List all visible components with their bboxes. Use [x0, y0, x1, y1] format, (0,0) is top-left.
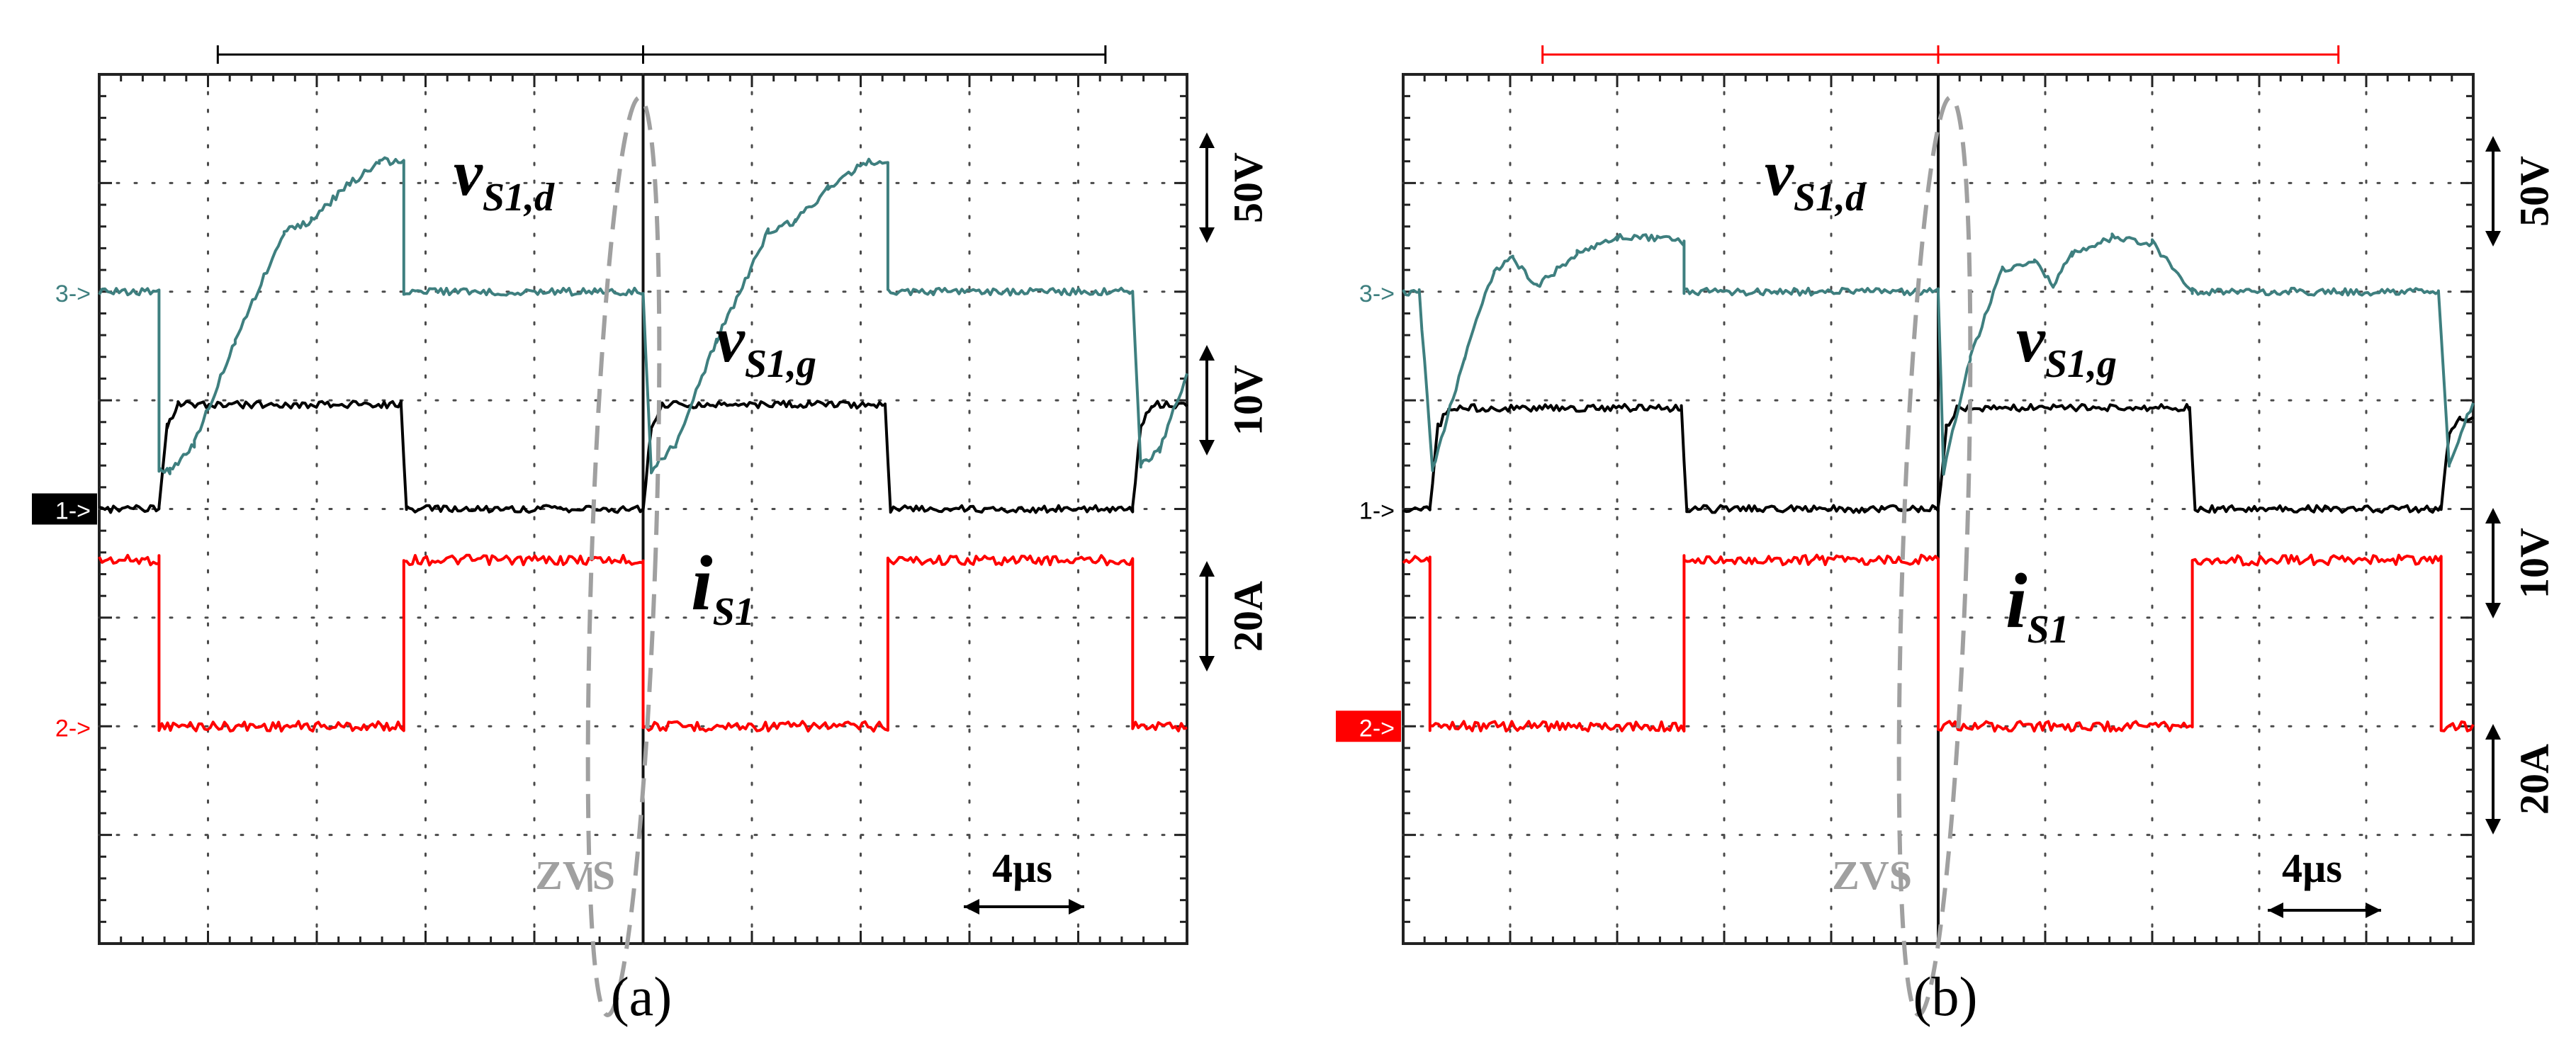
grid [98, 73, 1188, 945]
channel-2-marker: 2-> [1359, 715, 1395, 742]
caption-a: (a) [610, 966, 673, 1027]
waveform-label-1: vS1,d [1765, 137, 1866, 220]
waveform-label-1: vS1,d [454, 137, 555, 220]
channel-3-marker: 3-> [1359, 281, 1395, 307]
channel-2-marker-box [1336, 711, 1401, 742]
trace-channel-1 [99, 400, 1188, 514]
trace-channel-1 [1402, 402, 2475, 514]
channel-2-marker: 2-> [55, 715, 91, 742]
channel-1-marker-box [32, 493, 97, 525]
channel-1-marker: 1-> [1359, 498, 1395, 525]
scale-label-1: 10V [2512, 528, 2558, 599]
zvs-ellipse [1896, 95, 1973, 1017]
zvs-ellipse [585, 95, 662, 1017]
waveform-label-2: vS1,g [2016, 303, 2117, 386]
channel-3-marker: 3-> [55, 281, 91, 307]
time-scale-label: 4µs [992, 845, 1052, 891]
cursor-bracket [216, 45, 1107, 64]
waveform-label-3: iS1 [691, 540, 755, 634]
zvs-label: ZVS [1832, 852, 1912, 898]
panel-b: 2-> 50V 1-> 10V 3-> 20A ZVS vS1,d vS1,g iS1 4µs [1336, 45, 2558, 1017]
caption-b: (b) [1913, 966, 1978, 1027]
waveform-label-3: iS1 [2006, 558, 2069, 652]
time-scale-label: 4µs [2282, 845, 2342, 891]
trace-channel-2 [1402, 553, 2475, 733]
trace-channel-2 [98, 553, 1188, 733]
scale-label-2: 50V [1225, 152, 1271, 223]
channel-1-marker: 1-> [55, 498, 91, 525]
scale-label-3: 20A [2512, 744, 2558, 815]
trace-channel-3 [98, 156, 1188, 475]
zvs-label: ZVS [535, 852, 615, 898]
scale-label-3: 20A [1225, 581, 1271, 652]
edge-ticks [1402, 73, 2475, 945]
cursor-bracket [1541, 45, 2340, 64]
scale-label-2: 50V [2512, 156, 2558, 227]
scale-label-1: 10V [1225, 365, 1271, 436]
waveform-label-2: vS1,g [716, 303, 816, 386]
panel-a: 2-> 50V 1-> 10V 3-> 20A ZVS vS1,d vS1,g iS1 4µs [32, 45, 1271, 1017]
trace-channel-3 [1402, 232, 2475, 476]
